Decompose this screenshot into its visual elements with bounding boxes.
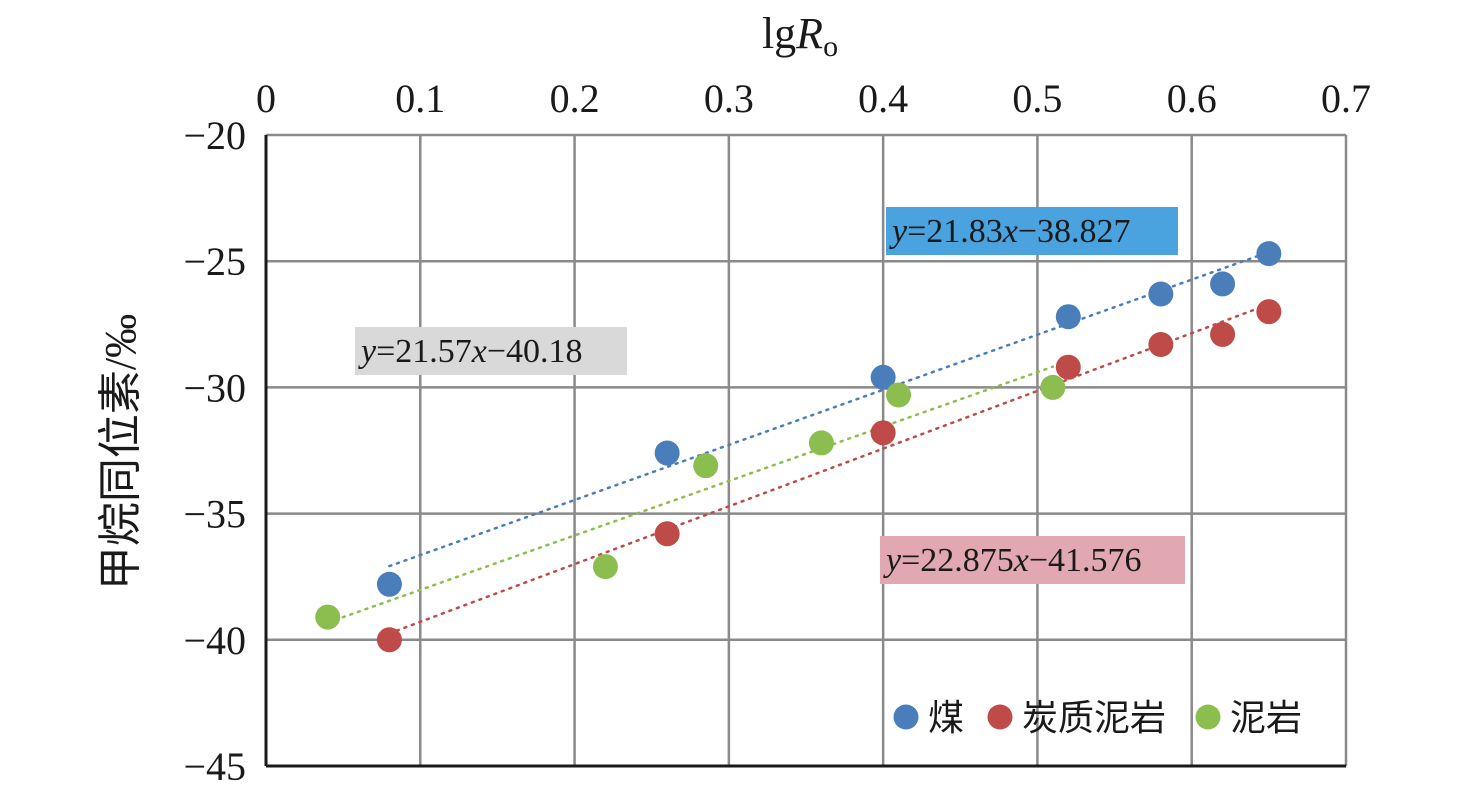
- data-point: [693, 453, 719, 479]
- data-point: [1256, 241, 1282, 267]
- data-point: [1055, 354, 1081, 380]
- equation-box: [355, 327, 627, 375]
- legend: 煤 炭质泥岩 泥岩: [893, 698, 1302, 738]
- legend-item: 炭质泥岩: [987, 698, 1166, 738]
- equation-text: y=21.57x−40.18: [358, 333, 583, 370]
- equation-label: y=22.875x−41.576: [880, 536, 1185, 584]
- trendline: [388, 250, 1271, 568]
- grid: [266, 133, 1348, 768]
- x-tick-label: 0.6: [1167, 76, 1217, 121]
- legend-label: 炭质泥岩: [1022, 698, 1166, 738]
- data-point: [808, 430, 834, 456]
- axes: 0 0.1 0.2 0.3 0.4 0.5 0.6 0.7 −20 −25 −30 −35 −40 −45: [183, 76, 1371, 789]
- x-tick-label: 0.1: [395, 76, 445, 121]
- trendlines: [326, 250, 1271, 635]
- trendline: [326, 365, 1055, 624]
- data-point: [886, 382, 912, 408]
- equation-text: y=22.875x−41.576: [883, 542, 1142, 579]
- data-point: [654, 521, 680, 547]
- data-point: [1055, 304, 1081, 330]
- x-tick-label: 0.3: [704, 76, 754, 121]
- x-tick-label: 0.4: [858, 76, 908, 121]
- data-points: [315, 241, 1282, 653]
- data-point: [1148, 281, 1174, 307]
- y-tick-label: −30: [183, 365, 246, 410]
- legend-item: 煤: [893, 698, 964, 738]
- y-tick-label: −40: [183, 618, 246, 663]
- y-axis-title: 甲烷同位素/‰: [96, 314, 145, 590]
- legend-marker: [987, 704, 1013, 730]
- legend-label: 煤: [928, 698, 964, 738]
- y-tick-label: −35: [183, 492, 246, 537]
- legend-item: 泥岩: [1195, 698, 1302, 738]
- data-point: [1040, 374, 1066, 400]
- equation-text: y=21.83x−38.827: [889, 213, 1131, 250]
- data-point: [654, 440, 680, 466]
- plot-area: [266, 135, 1346, 766]
- data-point: [1256, 299, 1282, 325]
- data-point: [870, 420, 896, 446]
- y-tick-label: −45: [183, 744, 246, 789]
- data-point: [315, 604, 341, 630]
- data-point: [870, 364, 896, 390]
- equation-box: [880, 536, 1185, 584]
- x-tick-label: 0.2: [550, 76, 600, 121]
- x-tick-label: 0.7: [1321, 76, 1371, 121]
- data-point: [1210, 271, 1236, 297]
- data-point: [376, 627, 402, 653]
- y-tick-label: −20: [183, 113, 246, 158]
- equation-labels: y=21.83x−38.827 y=22.875x−41.576 y=21.57x−…: [355, 207, 1185, 584]
- equation-label: y=21.57x−40.18: [355, 327, 627, 375]
- data-point: [592, 554, 618, 580]
- x-tick-label: 0.5: [1012, 76, 1062, 121]
- legend-label: 泥岩: [1230, 698, 1302, 738]
- x-tick-label: 0: [256, 76, 276, 121]
- data-point: [1148, 331, 1174, 357]
- x-axis-title: lgRo: [762, 9, 838, 63]
- legend-marker: [893, 704, 919, 730]
- legend-marker: [1195, 704, 1221, 730]
- data-point: [1210, 321, 1236, 347]
- equation-box: [886, 207, 1178, 255]
- equation-label: y=21.83x−38.827: [886, 207, 1178, 255]
- y-tick-label: −25: [183, 239, 246, 284]
- data-point: [376, 571, 402, 597]
